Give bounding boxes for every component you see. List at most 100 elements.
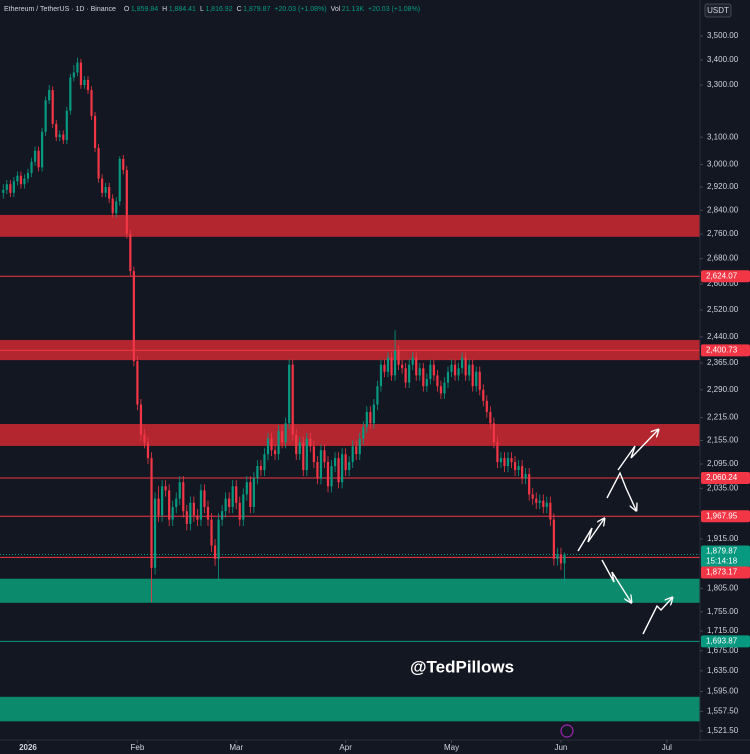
zone <box>0 424 700 446</box>
candle-body <box>295 434 298 455</box>
candle-body <box>337 458 340 483</box>
candle-body <box>153 498 157 568</box>
candle-body <box>457 368 460 376</box>
x-tick-label: Jun <box>554 743 567 752</box>
y-tick-label: 2,155.00 <box>707 436 739 445</box>
candle-body <box>355 446 358 455</box>
candle-body <box>16 175 19 182</box>
candle-body <box>471 364 474 387</box>
candle-body <box>446 371 450 383</box>
x-tick-label: Apr <box>339 743 352 752</box>
candle-body <box>316 462 319 479</box>
candle-body <box>97 148 100 179</box>
candle-body <box>9 184 12 193</box>
level-label-bg <box>701 344 750 357</box>
x-tick-label: Feb <box>131 743 145 752</box>
candle-body <box>513 462 517 471</box>
y-tick-label: 2,365.00 <box>707 358 739 367</box>
candle-body <box>23 178 26 185</box>
y-tick-label: 1,595.00 <box>707 687 739 696</box>
header-value: 1,879.87 <box>243 6 270 13</box>
candle-body <box>118 158 121 202</box>
candle-body <box>90 90 93 116</box>
candle-body <box>528 474 531 495</box>
level-label: 1,693.87 <box>706 636 738 645</box>
candle-body <box>401 364 404 369</box>
x-tick-label: 2026 <box>19 743 37 752</box>
candle-body <box>524 474 527 479</box>
candle-body <box>37 150 40 168</box>
candle-body <box>298 442 301 455</box>
candle-body <box>365 411 368 428</box>
candle-body <box>425 378 428 387</box>
candle-body <box>542 500 545 507</box>
candle-body <box>5 184 8 190</box>
candle-body <box>65 110 68 140</box>
candle-body <box>55 123 58 138</box>
candle-body <box>192 502 195 516</box>
level-label-bg <box>701 510 750 523</box>
candle-body <box>386 357 390 372</box>
candle-body <box>468 364 471 376</box>
header-label: H <box>162 6 167 13</box>
candle-body <box>277 430 280 455</box>
header-value: 21.13K <box>342 6 365 13</box>
candle-body <box>270 438 273 451</box>
level-label: 2,400.73 <box>706 346 738 355</box>
candle-body <box>224 498 227 512</box>
candle-body <box>235 486 238 503</box>
candle-body <box>443 382 446 394</box>
candle-body <box>104 187 107 193</box>
candle-body <box>323 450 326 463</box>
y-tick-label: 2,680.00 <box>707 254 739 263</box>
candle-body <box>108 187 111 199</box>
candle-body <box>439 386 443 394</box>
y-tick-label: 2,520.00 <box>707 305 739 314</box>
candle-body <box>496 442 499 463</box>
zone <box>0 578 700 603</box>
candle-body <box>111 198 114 214</box>
candle-body <box>429 364 432 379</box>
candle-body <box>372 404 375 424</box>
candle-body <box>132 271 135 362</box>
candle-body <box>552 519 555 559</box>
alert-icon[interactable] <box>560 724 574 738</box>
candle-body <box>228 498 231 507</box>
candle-body <box>157 498 160 516</box>
y-tick-label: 2,600.00 <box>707 279 739 288</box>
candle-body <box>129 234 132 272</box>
candle-body <box>330 466 333 487</box>
candle-body <box>44 100 47 132</box>
candle-body <box>178 482 181 499</box>
header-label: Vol <box>331 6 341 13</box>
y-tick-label: 3,300.00 <box>707 80 739 89</box>
candle-body <box>397 350 400 365</box>
candle-body <box>422 368 425 387</box>
symbol: Ethereum / TetherUS · 1D · Binance <box>4 6 116 13</box>
candle-body <box>249 482 252 507</box>
candle-body <box>535 498 538 503</box>
level-label-bg <box>701 472 750 485</box>
candle-body <box>358 438 361 455</box>
candle-body <box>231 486 234 507</box>
level-label: 2,060.24 <box>706 473 738 482</box>
candle-body <box>143 434 146 443</box>
candle-body <box>273 450 277 455</box>
candle-body <box>238 502 241 520</box>
candle-body <box>62 134 65 140</box>
candle-body <box>2 189 5 193</box>
candle-body <box>26 172 30 179</box>
candle-body <box>33 150 37 162</box>
candle-body <box>146 442 150 459</box>
y-tick-label: 2,920.00 <box>707 182 739 191</box>
candle-body <box>309 438 312 447</box>
candle-body <box>305 438 308 471</box>
candle-body <box>175 498 178 507</box>
candle-body <box>51 90 54 124</box>
candle-body <box>242 494 245 520</box>
candle-body <box>164 486 167 491</box>
candle-body <box>259 466 263 471</box>
candle-body <box>12 181 15 193</box>
candle-body <box>41 131 44 168</box>
